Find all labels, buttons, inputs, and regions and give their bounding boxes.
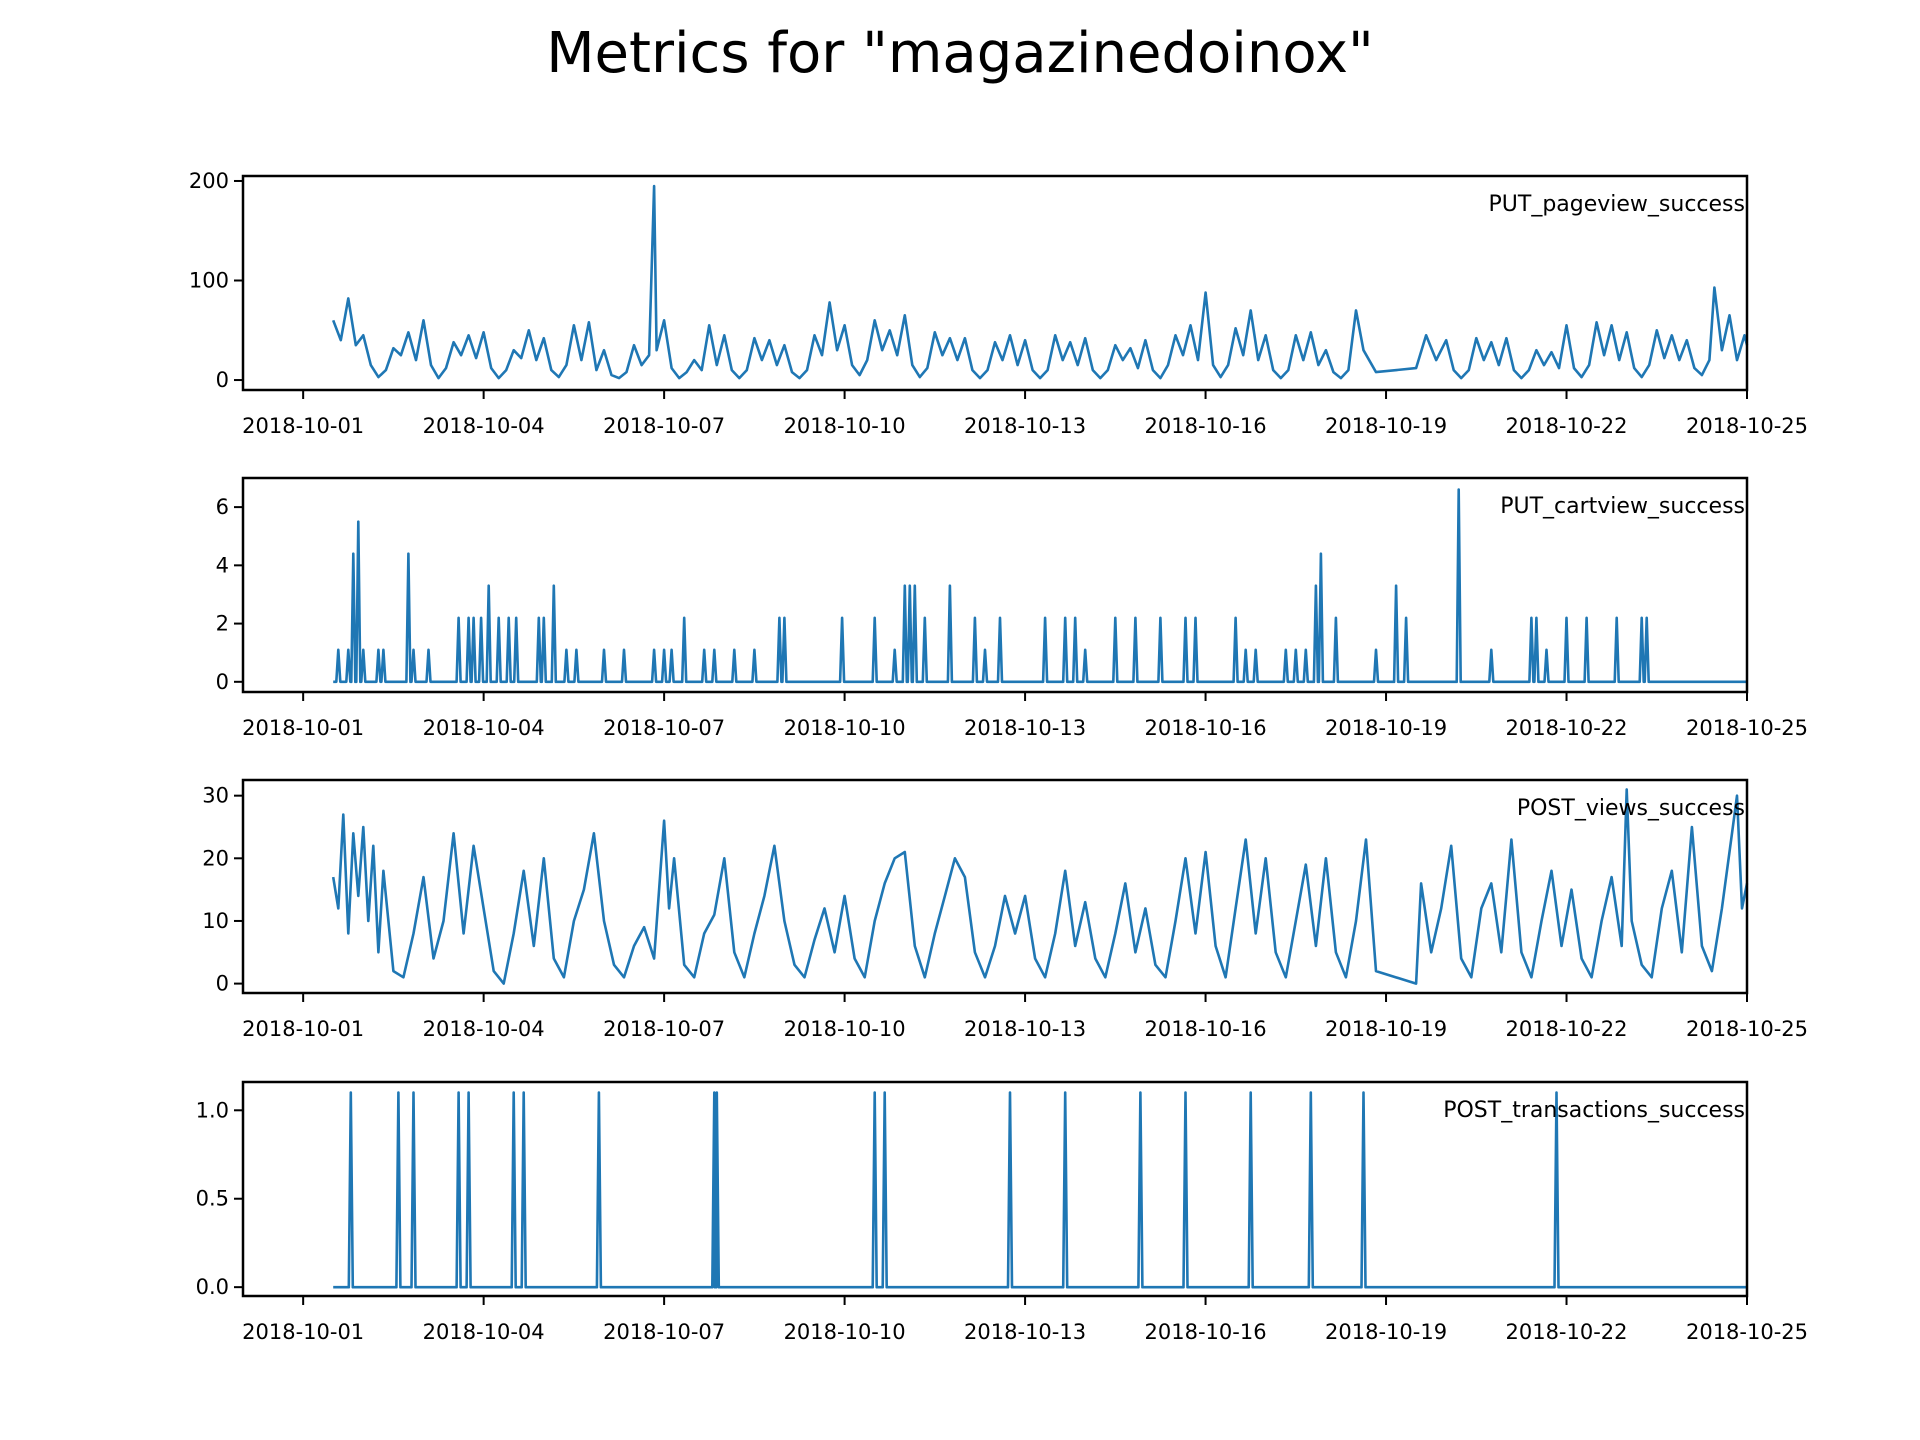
chart-title: Metrics for "magazinedoinox"	[546, 21, 1374, 86]
y-tick-label: 6	[216, 495, 229, 519]
x-tick-label: 2018-10-25	[1686, 414, 1808, 438]
series-label-POST_views_success: POST_views_success	[1517, 796, 1745, 821]
x-tick-label: 2018-10-01	[242, 716, 364, 740]
x-tick-label: 2018-10-25	[1686, 1017, 1808, 1041]
y-tick-label: 200	[189, 169, 229, 193]
x-tick-label: 2018-10-04	[423, 1017, 545, 1041]
x-tick-label: 2018-10-22	[1505, 716, 1627, 740]
x-tick-label: 2018-10-13	[964, 414, 1086, 438]
x-tick-label: 2018-10-25	[1686, 1320, 1808, 1344]
y-tick-label: 1.0	[196, 1098, 229, 1122]
y-tick-label: 4	[216, 553, 229, 577]
series-line-POST_views_success	[331, 788, 1749, 985]
y-tick-label: 20	[202, 846, 229, 870]
x-tick-label: 2018-10-04	[423, 1320, 545, 1344]
series-line-PUT_cartview_success	[333, 488, 1747, 684]
x-tick-label: 2018-10-13	[964, 716, 1086, 740]
x-tick-label: 2018-10-19	[1325, 1017, 1447, 1041]
x-tick-label: 2018-10-10	[784, 716, 906, 740]
series-label-PUT_cartview_success: PUT_cartview_success	[1500, 494, 1745, 519]
panel-PUT_pageview_success: PUT_pageview_success 0 100 200 2018-10-01 201…	[189, 169, 1808, 438]
x-tick-label: 2018-10-01	[242, 414, 364, 438]
panel-POST_views_success: POST_views_success 0 10 20 30 2018-10-01 2018-…	[202, 778, 1808, 1041]
panel-frame	[241, 1080, 1749, 1298]
panel-frame	[241, 778, 1749, 995]
x-tick-label: 2018-10-10	[784, 1017, 906, 1041]
series-label-POST_transactions_success: POST_transactions_success	[1443, 1098, 1745, 1123]
x-tick-label: 2018-10-13	[964, 1320, 1086, 1344]
y-tick-label: 0.5	[196, 1187, 229, 1211]
x-tick-label: 2018-10-22	[1505, 414, 1627, 438]
panel-frame	[241, 476, 1749, 694]
panel-PUT_cartview_success: PUT_cartview_success 0 2 4 6 2018-10-01 2018-1…	[216, 476, 1808, 740]
series-line-POST_transactions_success	[333, 1091, 1747, 1289]
x-tick-label: 2018-10-10	[784, 414, 906, 438]
x-tick-label: 2018-10-22	[1505, 1017, 1627, 1041]
y-tick-label: 2	[216, 612, 229, 636]
y-tick-label: 30	[202, 784, 229, 808]
series-label-PUT_pageview_success: PUT_pageview_success	[1489, 192, 1745, 217]
y-tick-label: 0	[216, 670, 229, 694]
y-tick-label: 100	[189, 269, 229, 293]
x-tick-label: 2018-10-16	[1145, 1320, 1267, 1344]
x-tick-label: 2018-10-07	[603, 716, 725, 740]
x-tick-label: 2018-10-01	[242, 1017, 364, 1041]
panel-frame	[241, 174, 1749, 392]
x-tick-label: 2018-10-07	[603, 1320, 725, 1344]
x-tick-label: 2018-10-04	[423, 716, 545, 740]
x-tick-label: 2018-10-13	[964, 1017, 1086, 1041]
x-tick-label: 2018-10-04	[423, 414, 545, 438]
x-tick-label: 2018-10-16	[1145, 716, 1267, 740]
x-tick-label: 2018-10-19	[1325, 414, 1447, 438]
y-tick-label: 0	[216, 368, 229, 392]
panel-POST_transactions_success: POST_transactions_success 0.0 0.5 1.0 2018-1…	[196, 1080, 1808, 1344]
x-tick-label: 2018-10-19	[1325, 1320, 1447, 1344]
x-tick-label: 2018-10-16	[1145, 414, 1267, 438]
x-tick-label: 2018-10-25	[1686, 716, 1808, 740]
x-tick-label: 2018-10-19	[1325, 716, 1447, 740]
x-tick-label: 2018-10-22	[1505, 1320, 1627, 1344]
y-tick-label: 10	[202, 909, 229, 933]
x-tick-label: 2018-10-16	[1145, 1017, 1267, 1041]
series-line-PUT_pageview_success	[331, 184, 1749, 380]
x-tick-label: 2018-10-07	[603, 414, 725, 438]
x-tick-label: 2018-10-07	[603, 1017, 725, 1041]
x-tick-label: 2018-10-01	[242, 1320, 364, 1344]
y-tick-label: 0.0	[196, 1275, 229, 1299]
x-tick-label: 2018-10-10	[784, 1320, 906, 1344]
y-tick-label: 0	[216, 972, 229, 996]
